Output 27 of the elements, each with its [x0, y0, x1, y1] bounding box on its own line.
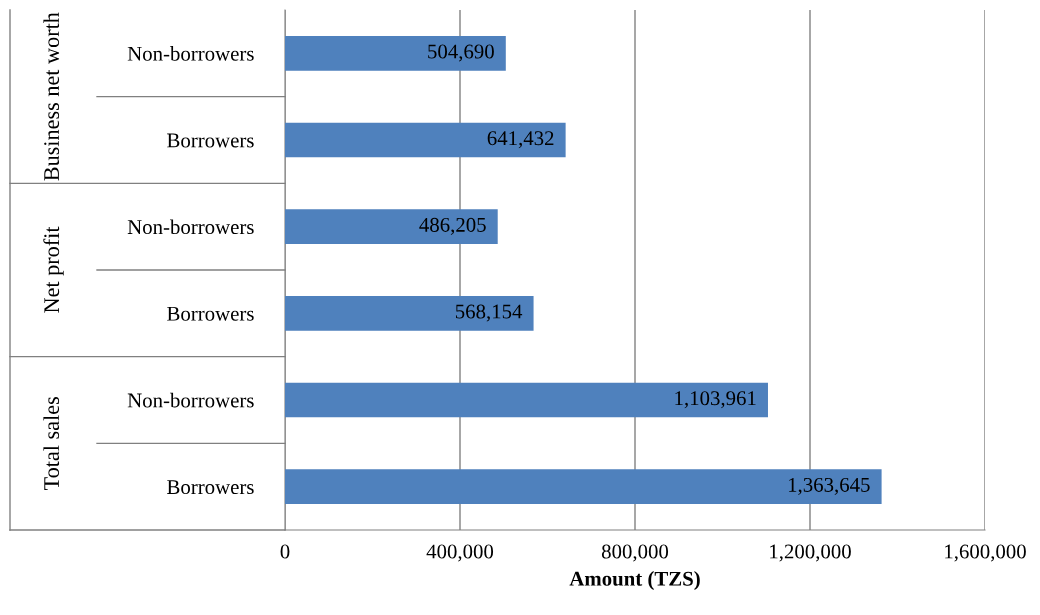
x-tick-label: 400,000	[426, 544, 494, 562]
data-label: 504,690	[428, 44, 494, 62]
bar	[285, 296, 534, 331]
x-axis-title: Amount (TZS)	[569, 571, 700, 591]
y-tick-label: Non-borrowers	[127, 219, 254, 235]
text: Total sales	[43, 397, 60, 490]
text: Business net worth	[43, 12, 60, 181]
x-tick-label: 1,600,000	[945, 544, 1026, 562]
data-label: 1,363,645	[788, 477, 870, 495]
data-label: 568,154	[455, 304, 523, 322]
bar	[285, 469, 882, 504]
y-tick-label: Borrowers	[167, 480, 254, 495]
y-tick-label: Borrowers	[167, 306, 254, 321]
data-label: 1,103,961	[675, 391, 756, 409]
text: Net profit	[43, 226, 64, 313]
bar	[285, 36, 506, 71]
bar	[285, 209, 498, 244]
y-tick-label: Non-borrowers	[127, 392, 254, 408]
data-label: 641,432	[487, 131, 554, 149]
data-label: 486,205	[419, 217, 486, 235]
bar	[285, 122, 566, 158]
y-tick-label: Non-borrowers	[127, 46, 254, 61]
y-tick-label: Borrowers	[167, 133, 254, 148]
x-tick-label: 0	[280, 544, 290, 559]
x-tick-label: 1,200,000	[770, 544, 851, 562]
bar	[285, 382, 768, 418]
x-tick-label: 800,000	[601, 544, 669, 562]
